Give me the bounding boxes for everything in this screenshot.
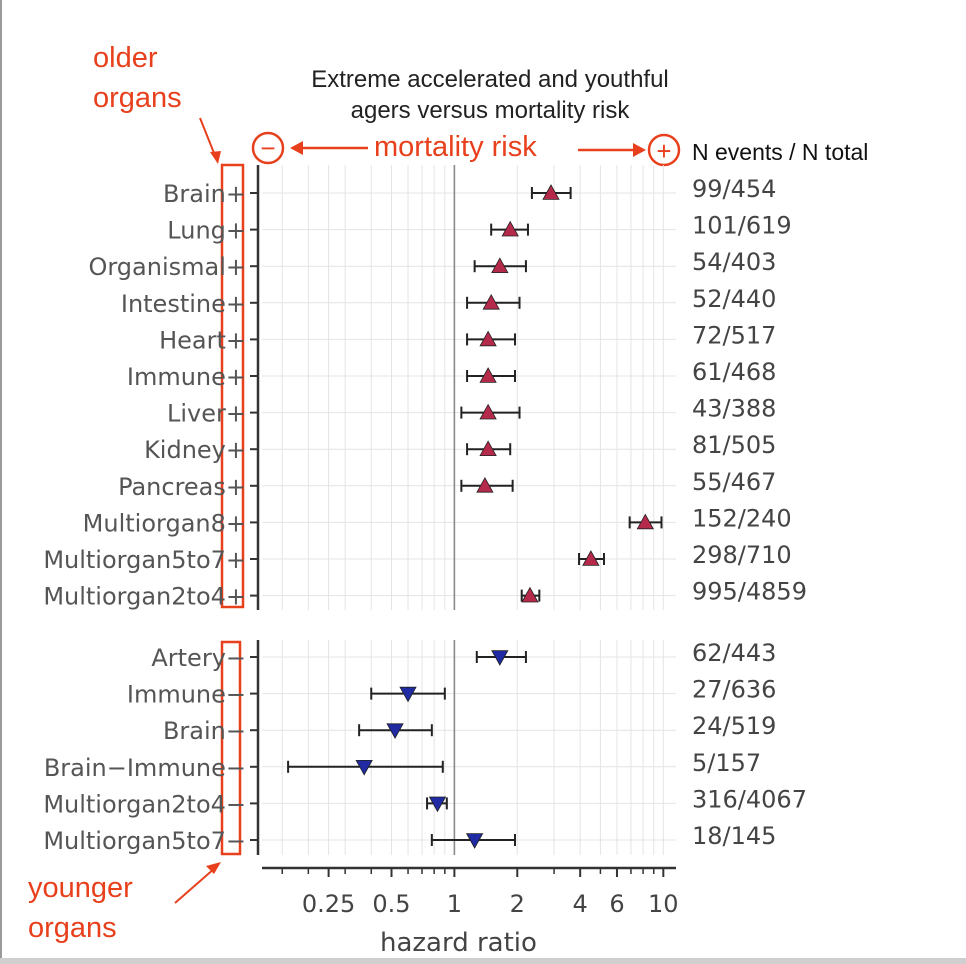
row-label: Multiorgan2to4+ bbox=[43, 583, 246, 611]
younger-pointer-arrowhead bbox=[206, 862, 221, 874]
n-events-label: 72/517 bbox=[692, 321, 776, 349]
x-axis-label: hazard ratio bbox=[380, 928, 537, 958]
n-events-label: 5/157 bbox=[692, 749, 761, 777]
image-left-border bbox=[0, 0, 2, 964]
minus-circle-icon bbox=[251, 131, 285, 165]
younger-pointer-line bbox=[174, 867, 216, 904]
row-label: Lung+ bbox=[167, 217, 246, 245]
n-events-label: 62/443 bbox=[692, 639, 776, 667]
n-events-label: 54/403 bbox=[692, 248, 776, 276]
row-label: Immune− bbox=[127, 681, 246, 709]
younger-organs-bracket bbox=[220, 640, 242, 856]
hazard-ratio-point bbox=[465, 833, 484, 849]
n-events-label: 298/710 bbox=[692, 541, 792, 569]
image-bottom-border bbox=[0, 958, 966, 964]
row-label: Pancreas+ bbox=[118, 473, 246, 501]
row-label: Kidney+ bbox=[144, 436, 246, 464]
row-label: Brain+ bbox=[163, 180, 246, 208]
minus-symbol: − bbox=[260, 133, 275, 163]
hazard-ratio-point bbox=[582, 550, 600, 566]
plot-area: Brain+ 99/454 Lung+ 101/619 Organismal+ 54/40… bbox=[43, 165, 807, 918]
n-events-label: 18/145 bbox=[692, 822, 776, 850]
left-arrow-head bbox=[290, 141, 303, 155]
older-pointer-arrowhead bbox=[210, 151, 221, 164]
x-tick-label: 2 bbox=[510, 890, 525, 918]
row-label: Heart+ bbox=[159, 326, 246, 354]
row-label: Multiorgan5to7+ bbox=[43, 546, 246, 574]
row-label: Artery− bbox=[151, 644, 246, 672]
x-tick-label: 0.5 bbox=[372, 890, 410, 918]
hazard-ratio-point bbox=[501, 220, 519, 237]
n-events-header: N events / N total bbox=[692, 139, 869, 165]
hazard-ratio-point bbox=[479, 330, 497, 347]
row-label: Organismal+ bbox=[88, 253, 246, 281]
plus-symbol: + bbox=[656, 136, 671, 166]
n-events-label: 55/467 bbox=[692, 468, 776, 496]
n-events-label: 81/505 bbox=[692, 431, 776, 459]
hazard-ratio-point bbox=[542, 184, 560, 200]
annotation-graphics: − + bbox=[174, 117, 681, 904]
x-tick-label: 4 bbox=[573, 890, 588, 918]
chart-title-line-1: Extreme accelerated and youthful bbox=[311, 66, 669, 93]
row-label: Multiorgan8+ bbox=[83, 509, 246, 537]
older-pointer-line bbox=[199, 117, 217, 159]
x-tick-label: 10 bbox=[648, 890, 679, 918]
hazard-ratio-point bbox=[386, 723, 404, 740]
hazard-ratio-point bbox=[636, 513, 654, 530]
chart-title-line-2: agers versus mortality risk bbox=[350, 97, 630, 124]
hazard-ratio-point bbox=[521, 586, 539, 603]
chart-title: Extreme accelerated and youthful agers v… bbox=[240, 64, 740, 126]
x-tick-label: 6 bbox=[609, 890, 624, 918]
hazard-ratio-point bbox=[491, 650, 509, 666]
n-events-label: 24/519 bbox=[692, 712, 776, 740]
hazard-ratio-point bbox=[479, 403, 497, 420]
n-events-label: 61/468 bbox=[692, 358, 776, 386]
n-events-label: 316/4067 bbox=[692, 785, 807, 813]
n-events-label: 27/636 bbox=[692, 676, 776, 704]
older-organs-bracket bbox=[220, 163, 245, 609]
n-events-label: 152/240 bbox=[692, 504, 792, 532]
hazard-ratio-point bbox=[479, 440, 497, 457]
right-arrow-head bbox=[633, 143, 646, 157]
hazard-ratio-point bbox=[428, 796, 447, 813]
hazard-ratio-point bbox=[482, 293, 500, 310]
hazard-ratio-point bbox=[399, 686, 417, 703]
n-events-label: 43/388 bbox=[692, 395, 776, 423]
row-label: Multiorgan5to7− bbox=[43, 827, 246, 855]
mortality-risk-label: mortality risk bbox=[374, 131, 537, 163]
x-tick-label: 1 bbox=[447, 890, 462, 918]
row-label: Brain− bbox=[163, 717, 246, 745]
hazard-ratio-point bbox=[479, 367, 497, 383]
plus-circle-icon bbox=[647, 133, 681, 167]
n-events-label: 52/440 bbox=[692, 285, 776, 313]
hazard-ratio-point bbox=[476, 476, 494, 493]
n-events-label: 99/454 bbox=[692, 175, 776, 203]
row-label: Intestine+ bbox=[121, 290, 246, 318]
hazard-ratio-point bbox=[491, 257, 509, 274]
row-label: Liver+ bbox=[167, 400, 246, 428]
hazard-ratio-point bbox=[355, 760, 373, 776]
n-events-label: 101/619 bbox=[692, 212, 792, 240]
older-organs-annotation: older organs bbox=[93, 42, 182, 114]
x-tick-label: 0.25 bbox=[302, 890, 355, 918]
row-label: Brain−Immune− bbox=[44, 754, 246, 782]
row-label: Multiorgan2to4− bbox=[43, 790, 246, 818]
younger-organs-annotation: younger organs bbox=[28, 872, 133, 944]
n-events-label: 995/4859 bbox=[692, 578, 807, 606]
row-label: Immune+ bbox=[127, 363, 246, 391]
